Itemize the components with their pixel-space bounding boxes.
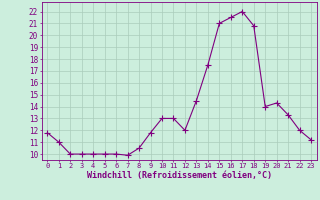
X-axis label: Windchill (Refroidissement éolien,°C): Windchill (Refroidissement éolien,°C) [87,171,272,180]
